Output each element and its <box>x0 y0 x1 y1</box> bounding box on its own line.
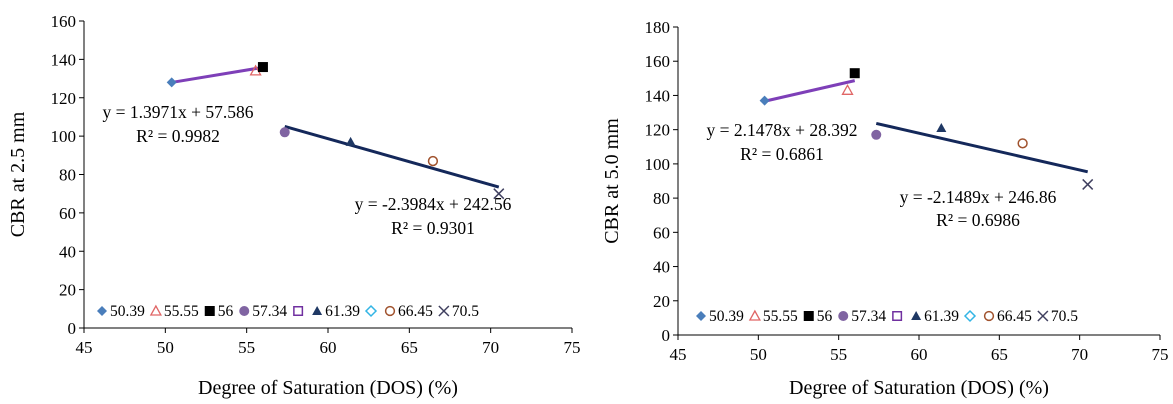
y-tick-label: 60 <box>653 223 670 242</box>
y-tick-label: 80 <box>653 189 670 208</box>
legend-label: 56 <box>218 303 234 320</box>
trendline-equation: R² = 0.9982 <box>136 126 220 146</box>
x-axis-title: Degree of Saturation (DOS) (%) <box>789 377 1049 399</box>
x-tick-label: 60 <box>320 338 337 357</box>
y-axis-title: CBR at 2.5 mm <box>7 111 29 237</box>
data-point-57.34 <box>279 127 290 138</box>
legend-label: 61.39 <box>325 303 360 320</box>
x-tick-label: 50 <box>750 345 767 364</box>
x-tick-label: 75 <box>1152 345 1169 364</box>
y-axis-title: CBR at 5.0 mm <box>601 118 623 244</box>
x-tick-label: 70 <box>1071 345 1088 364</box>
y-tick-label: 160 <box>645 52 671 71</box>
legend-marker-70.5 <box>1037 310 1049 322</box>
x-tick-label: 45 <box>670 345 687 364</box>
cbr-2-5mm-chart: 0 20 40 60 80 100 120 140 160 45 50 55 60 65 70 75 Degre… <box>7 12 581 399</box>
data-point-57.34 <box>871 129 882 140</box>
legend-label: 50.39 <box>110 303 145 320</box>
legend-label: 56 <box>817 308 833 325</box>
y-tick-label: 80 <box>59 166 76 185</box>
legend-label: 57.34 <box>851 308 886 325</box>
data-point-61.39 <box>936 122 947 132</box>
y-tick-label: 20 <box>653 292 670 311</box>
y-tick-label: 20 <box>59 281 76 300</box>
data-point-70.5 <box>1082 178 1094 190</box>
legend-marker-series-4 <box>293 306 304 316</box>
x-tick-label: 55 <box>830 345 847 364</box>
data-point-66.45 <box>1017 138 1028 149</box>
y-tick-label: 140 <box>645 86 671 105</box>
y-tick-label: 60 <box>59 204 76 223</box>
x-tick-label: 45 <box>76 338 93 357</box>
trendline-equation: y = 1.3971x + 57.586 <box>103 102 254 122</box>
legend-label: 55.55 <box>763 308 798 325</box>
y-tick-label: 40 <box>653 258 670 277</box>
x-tick-label: 65 <box>991 345 1008 364</box>
data-point-50.39 <box>166 77 177 88</box>
legend-marker-66.45 <box>983 310 995 322</box>
cbr-5-0mm-chart: 0 20 40 60 80 100 120 140 160 180 45 50 55 60 65 70 75 De… <box>592 0 1173 404</box>
legend-label: 66.45 <box>997 308 1032 325</box>
chart-svg: 0 20 40 60 80 100 120 140 160 45 50 55 60 65 70 75 Degre… <box>7 12 581 399</box>
data-point-55.55 <box>841 83 854 95</box>
legend-marker-66.45 <box>384 305 396 317</box>
legend-label: 50.39 <box>709 308 744 325</box>
legend-marker-57.34 <box>838 311 849 321</box>
legend-marker-50.39 <box>696 311 706 321</box>
trendline-equation: y = -2.1489x + 246.86 <box>900 187 1057 207</box>
y-tick-label: 0 <box>68 319 77 338</box>
legend-marker-55.55 <box>748 309 761 321</box>
legend-marker-56 <box>204 306 215 316</box>
trendline-equation: R² = 0.9301 <box>391 218 475 238</box>
legend-label: 61.39 <box>924 308 959 325</box>
trendline-2 <box>284 125 500 189</box>
data-point-56 <box>849 68 860 79</box>
legend-marker-50.39 <box>97 306 107 316</box>
y-tick-label: 40 <box>59 242 76 261</box>
data-point-56 <box>257 62 268 73</box>
legend-marker-56 <box>803 311 814 321</box>
y-tick-label: 160 <box>51 12 77 31</box>
y-tick-label: 180 <box>645 18 671 37</box>
data-point-66.45 <box>427 155 439 167</box>
legend-label: 70.5 <box>452 303 479 320</box>
data-point-61.39 <box>345 136 356 146</box>
y-tick-label: 0 <box>662 326 671 345</box>
data-point-70.5 <box>493 188 505 200</box>
y-tick-label: 100 <box>645 155 671 174</box>
x-tick-label: 60 <box>911 345 928 364</box>
legend-marker-series-6 <box>364 304 378 318</box>
x-tick-label: 65 <box>401 338 418 357</box>
x-tick-label: 75 <box>564 338 581 357</box>
data-point-50.39 <box>759 95 770 106</box>
trendline-equation: y = -2.3984x + 242.56 <box>355 194 512 214</box>
trendline-equation: R² = 0.6861 <box>740 144 824 164</box>
x-tick-label: 70 <box>482 338 499 357</box>
trendline-1 <box>171 65 264 84</box>
legend-marker-55.55 <box>149 304 162 316</box>
legend-label: 57.34 <box>252 303 287 320</box>
y-tick-label: 120 <box>645 121 671 140</box>
chart-svg: 0 20 40 60 80 100 120 140 160 180 45 50 55 60 65 70 75 De… <box>601 18 1169 399</box>
legend-marker-series-6 <box>963 309 977 323</box>
legend-marker-70.5 <box>438 305 450 317</box>
legend-marker-61.39 <box>312 306 323 315</box>
legend-marker-series-4 <box>892 311 903 321</box>
y-tick-label: 100 <box>51 127 77 146</box>
y-tick-label: 140 <box>51 50 77 69</box>
x-tick-label: 50 <box>157 338 174 357</box>
legend-marker-57.34 <box>239 306 250 316</box>
y-tick-label: 120 <box>51 89 77 108</box>
trendline-2 <box>875 121 1089 174</box>
x-axis-title: Degree of Saturation (DOS) (%) <box>198 377 458 399</box>
legend-label: 70.5 <box>1051 308 1078 325</box>
legend-label: 66.45 <box>398 303 433 320</box>
trendline-equation: y = 2.1478x + 28.392 <box>707 120 858 140</box>
trendline-1 <box>764 79 856 103</box>
legend-label: 55.55 <box>164 303 199 320</box>
x-tick-label: 55 <box>238 338 255 357</box>
trendline-equation: R² = 0.6986 <box>936 210 1020 230</box>
legend-marker-61.39 <box>911 311 922 320</box>
